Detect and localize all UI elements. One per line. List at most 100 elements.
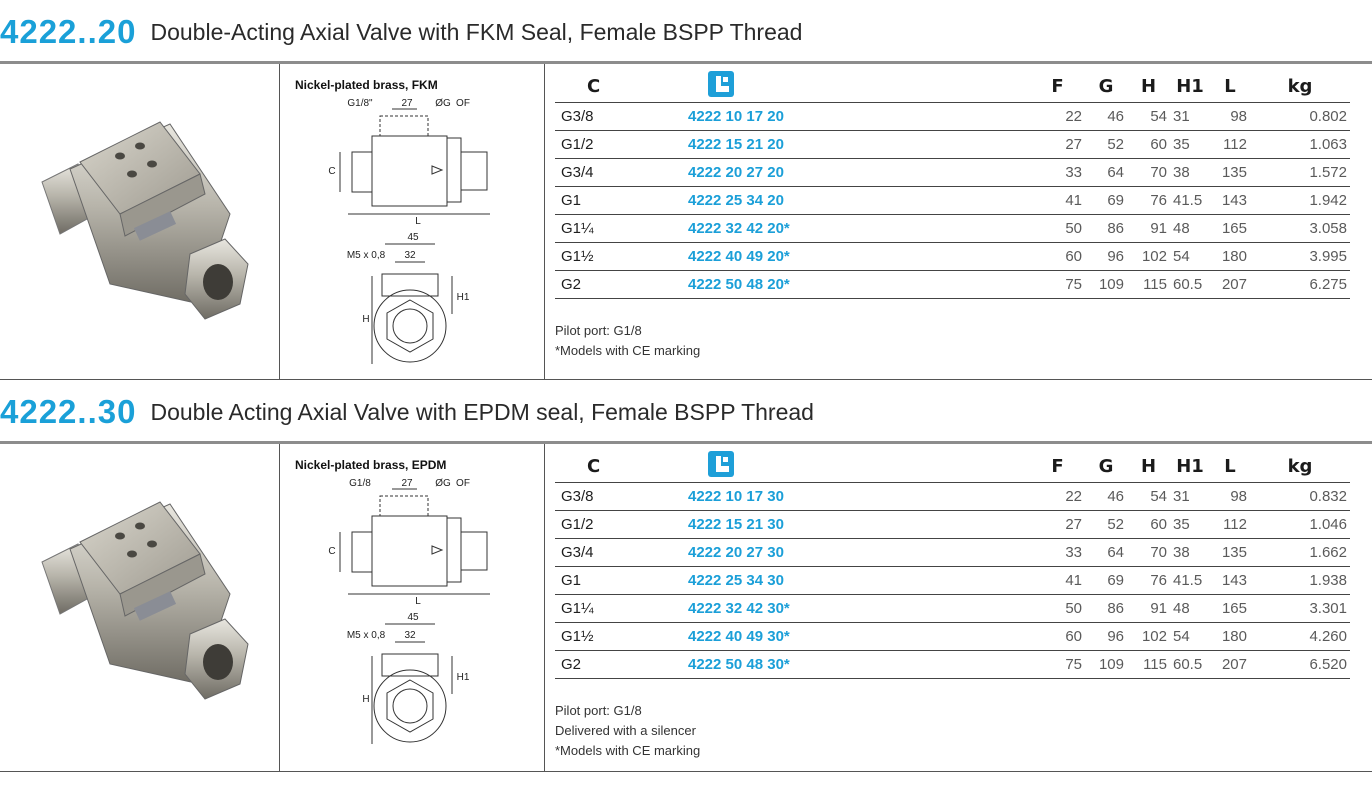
drawing-label: 27 bbox=[401, 98, 413, 109]
column-header: G bbox=[1085, 70, 1127, 103]
order-code: 4222 15 21 20 bbox=[680, 130, 1030, 159]
cell: 38 bbox=[1170, 538, 1210, 567]
cell: 31 bbox=[1170, 102, 1210, 131]
icon-header bbox=[680, 450, 1030, 483]
column-header: G bbox=[1085, 450, 1127, 483]
section-content: Nickel-plated brass, EPDM G1/8 27 ØG OF C L M5 … bbox=[0, 444, 1372, 772]
cell: 1.063 bbox=[1250, 130, 1350, 159]
cell: 1.572 bbox=[1250, 158, 1350, 187]
drawing-line bbox=[379, 495, 429, 517]
photo-hole bbox=[147, 160, 157, 168]
cell: 115 bbox=[1127, 650, 1170, 679]
table-row: G3/4 4222 20 27 20 33 64 70 38 135 1.572 bbox=[555, 158, 1350, 187]
product-photo bbox=[41, 501, 249, 700]
notes: Pilot port: G1/8 Delivered with a silence… bbox=[555, 701, 1360, 761]
cell: 6.520 bbox=[1250, 650, 1350, 679]
drawing-line bbox=[392, 308, 428, 344]
cell: 46 bbox=[1085, 102, 1127, 131]
cell: 60 bbox=[1030, 242, 1085, 271]
drawing-line bbox=[373, 289, 447, 363]
section-content: Nickel-plated brass, FKM G1/8" 27 ØG OF C L M5 … bbox=[0, 64, 1372, 380]
cell: 33 bbox=[1030, 158, 1085, 187]
cell: 112 bbox=[1210, 510, 1250, 539]
cell: 27 bbox=[1030, 130, 1085, 159]
cell: 41.5 bbox=[1170, 186, 1210, 215]
column-header: H1 bbox=[1170, 450, 1210, 483]
cell: 41 bbox=[1030, 186, 1085, 215]
photo-hole bbox=[115, 152, 125, 160]
cell: G1 bbox=[555, 186, 680, 215]
column-header: L bbox=[1210, 70, 1250, 103]
catalog-icon bbox=[708, 70, 734, 97]
order-code: 4222 15 21 30 bbox=[680, 510, 1030, 539]
icon-mark bbox=[723, 76, 728, 82]
drawing-line bbox=[351, 151, 373, 193]
product-section: 4222..20 Double-Acting Axial Valve with F… bbox=[0, 0, 1372, 380]
cell: 102 bbox=[1127, 622, 1170, 651]
column-header: F bbox=[1030, 70, 1085, 103]
drawing-label: 45 bbox=[407, 232, 419, 243]
column-header: C bbox=[555, 450, 680, 483]
drawing-line bbox=[379, 115, 429, 137]
drawing-label: 45 bbox=[407, 612, 419, 623]
drawing-label: M5 x 0,8 bbox=[347, 630, 386, 641]
product-title: Double-Acting Axial Valve with FKM Seal,… bbox=[150, 18, 803, 45]
cell: G1¼ bbox=[555, 594, 680, 623]
cell: 112 bbox=[1210, 130, 1250, 159]
order-code: 4222 32 42 20* bbox=[680, 214, 1030, 243]
photo-hole bbox=[115, 532, 125, 540]
cell: G1½ bbox=[555, 622, 680, 651]
cell: 54 bbox=[1127, 482, 1170, 511]
cell: 41 bbox=[1030, 566, 1085, 595]
cell: 143 bbox=[1210, 186, 1250, 215]
cell: 4.260 bbox=[1250, 622, 1350, 651]
column-header: H bbox=[1127, 450, 1170, 483]
drawing-line bbox=[351, 531, 373, 573]
order-code: 4222 25 34 30 bbox=[680, 566, 1030, 595]
drawing-label: OF bbox=[456, 98, 470, 109]
cell: 76 bbox=[1127, 566, 1170, 595]
column-header: F bbox=[1030, 450, 1085, 483]
order-code: 4222 50 48 30* bbox=[680, 650, 1030, 679]
material-label: Nickel-plated brass, FKM bbox=[295, 78, 438, 92]
note: Pilot port: G1/8 bbox=[555, 703, 642, 718]
cell: 52 bbox=[1085, 130, 1127, 159]
table-row: G1/2 4222 15 21 30 27 52 60 35 112 1.046 bbox=[555, 510, 1350, 539]
drawing-line bbox=[446, 517, 462, 583]
title-rule bbox=[0, 61, 1372, 64]
table-row: G1 4222 25 34 20 41 69 76 41.5 143 1.942 bbox=[555, 186, 1350, 215]
cell: 60.5 bbox=[1170, 650, 1210, 679]
cell: 69 bbox=[1085, 566, 1127, 595]
note: *Models with CE marking bbox=[555, 343, 701, 358]
drawing-label: H1 bbox=[457, 672, 470, 683]
drawing-line bbox=[371, 515, 448, 587]
order-code: 4222 20 27 20 bbox=[680, 158, 1030, 187]
cell: G1½ bbox=[555, 242, 680, 271]
cell: G2 bbox=[555, 270, 680, 299]
cell: 31 bbox=[1170, 482, 1210, 511]
table-row: G1¼ 4222 32 42 20* 50 86 91 48 165 3.058 bbox=[555, 214, 1350, 243]
order-code: 4222 20 27 30 bbox=[680, 538, 1030, 567]
drawing-line bbox=[386, 299, 434, 353]
drawing-label: G1/8 bbox=[349, 478, 371, 489]
table-row: G2 4222 50 48 20* 75 109 115 60.5 207 6.275 bbox=[555, 270, 1350, 299]
cell: G3/8 bbox=[555, 102, 680, 131]
order-code: 4222 25 34 20 bbox=[680, 186, 1030, 215]
cell: 135 bbox=[1210, 158, 1250, 187]
cell: 180 bbox=[1210, 622, 1250, 651]
photo-hole bbox=[135, 522, 145, 530]
order-code: 4222 10 17 20 bbox=[680, 102, 1030, 131]
order-code: 4222 40 49 20* bbox=[680, 242, 1030, 271]
drawing-line bbox=[373, 669, 447, 743]
cell: 143 bbox=[1210, 566, 1250, 595]
photo-hole bbox=[127, 550, 137, 558]
cell: 135 bbox=[1210, 538, 1250, 567]
table-row: G1/2 4222 15 21 20 27 52 60 35 112 1.063 bbox=[555, 130, 1350, 159]
drawing-line bbox=[460, 531, 488, 571]
cell: 6.275 bbox=[1250, 270, 1350, 299]
cell: 1.046 bbox=[1250, 510, 1350, 539]
